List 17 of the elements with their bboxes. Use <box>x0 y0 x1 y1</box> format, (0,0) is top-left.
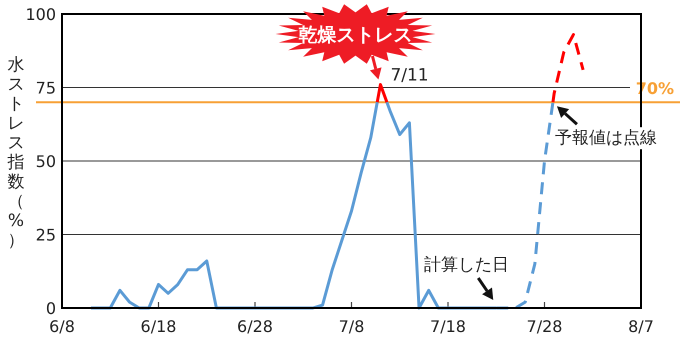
x-tick-label: 7/18 <box>430 317 466 336</box>
x-tick-label: 7/28 <box>526 317 562 336</box>
x-tick-label: 6/18 <box>140 317 176 336</box>
y-tick-label: 100 <box>25 5 56 24</box>
x-tick-label: 6/28 <box>237 317 273 336</box>
text: 水ストレス指数（%） <box>8 55 24 250</box>
y-tick-label: 50 <box>36 152 56 171</box>
x-tick-label: 6/8 <box>49 317 75 336</box>
annotation: 予報値は点線 <box>554 128 657 148</box>
annotation: 7/11 <box>390 66 429 86</box>
annotation: 計算した日 <box>424 255 509 275</box>
y-tick-label: 0 <box>46 299 56 318</box>
y-tick-label: 75 <box>36 78 56 98</box>
y-tick-label: 25 <box>36 226 56 244</box>
x-tick-label: 8/7 <box>628 317 654 336</box>
annotation: 乾燥ストレス <box>298 24 412 46</box>
x-tick-label: 7/8 <box>338 317 364 336</box>
